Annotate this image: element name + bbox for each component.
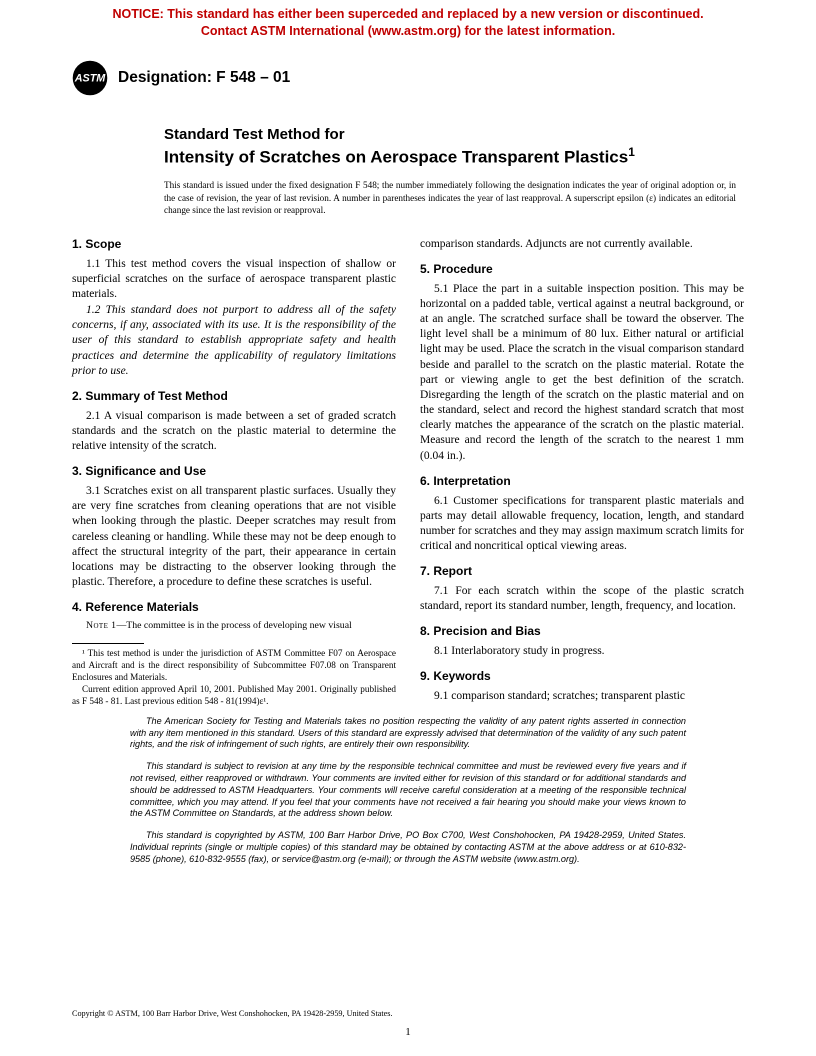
sec4-head: 4. Reference Materials xyxy=(72,600,396,616)
footnote-2: Current edition approved April 10, 2001.… xyxy=(72,684,396,708)
cont-text: comparison standards. Adjuncts are not c… xyxy=(420,237,744,252)
svg-text:ASTM: ASTM xyxy=(74,72,107,84)
sec4-note: Note 1—The committee is in the process o… xyxy=(72,620,396,633)
note-text: —The committee is in the process of deve… xyxy=(116,620,351,631)
sec6-p1: 6.1 Customer specifications for transpar… xyxy=(420,494,744,555)
sec9-p1: 9.1 comparison standard; scratches; tran… xyxy=(420,689,744,704)
disclaimer-2: This standard is subject to revision at … xyxy=(130,761,686,820)
sec9-head: 9. Keywords xyxy=(420,669,744,685)
right-column: comparison standards. Adjuncts are not c… xyxy=(420,237,744,708)
sec5-p1: 5.1 Place the part in a suitable inspect… xyxy=(420,282,744,464)
sec1-p2: 1.2 This standard does not purport to ad… xyxy=(72,303,396,379)
notice-line2: Contact ASTM International (www.astm.org… xyxy=(0,23,816,40)
issue-note: This standard is issued under the fixed … xyxy=(0,167,816,216)
title-sup: 1 xyxy=(628,145,635,159)
footnote-rule xyxy=(72,643,144,644)
sec8-p1: 8.1 Interlaboratory study in progress. xyxy=(420,644,744,659)
sec1-p1: 1.1 This test method covers the visual i… xyxy=(72,257,396,303)
sec2-p1: 2.1 A visual comparison is made between … xyxy=(72,409,396,455)
sec8-head: 8. Precision and Bias xyxy=(420,624,744,640)
title-pre: Standard Test Method for xyxy=(164,126,680,145)
sec1-head: 1. Scope xyxy=(72,237,396,253)
disclaimer-3: This standard is copyrighted by ASTM, 10… xyxy=(130,830,686,865)
footnote-1: ¹ This test method is under the jurisdic… xyxy=(72,648,396,684)
note-label: Note 1 xyxy=(86,620,116,631)
sec2-head: 2. Summary of Test Method xyxy=(72,389,396,405)
disclaimer-1: The American Society for Testing and Mat… xyxy=(130,716,686,751)
astm-logo-icon: ASTM xyxy=(72,60,108,96)
left-column: 1. Scope 1.1 This test method covers the… xyxy=(72,237,396,708)
title-main: Intensity of Scratches on Aerospace Tran… xyxy=(164,145,680,168)
title-main-text: Intensity of Scratches on Aerospace Tran… xyxy=(164,147,628,166)
sec3-p1: 3.1 Scratches exist on all transparent p… xyxy=(72,484,396,590)
sec7-p1: 7.1 For each scratch within the scope of… xyxy=(420,584,744,614)
sec7-head: 7. Report xyxy=(420,564,744,580)
header-row: ASTM Designation: F 548 – 01 xyxy=(0,42,816,96)
title-block: Standard Test Method for Intensity of Sc… xyxy=(0,96,680,168)
sec6-head: 6. Interpretation xyxy=(420,474,744,490)
notice-line1: NOTICE: This standard has either been su… xyxy=(0,6,816,23)
bottom-disclaimers: The American Society for Testing and Mat… xyxy=(0,708,816,866)
page-number: 1 xyxy=(0,1026,816,1038)
designation-text: Designation: F 548 – 01 xyxy=(118,69,290,87)
sec3-head: 3. Significance and Use xyxy=(72,464,396,480)
copyright-line: Copyright © ASTM, 100 Barr Harbor Drive,… xyxy=(72,1009,393,1018)
notice-banner: NOTICE: This standard has either been su… xyxy=(0,0,816,42)
body-columns: 1. Scope 1.1 This test method covers the… xyxy=(0,217,816,708)
sec5-head: 5. Procedure xyxy=(420,262,744,278)
